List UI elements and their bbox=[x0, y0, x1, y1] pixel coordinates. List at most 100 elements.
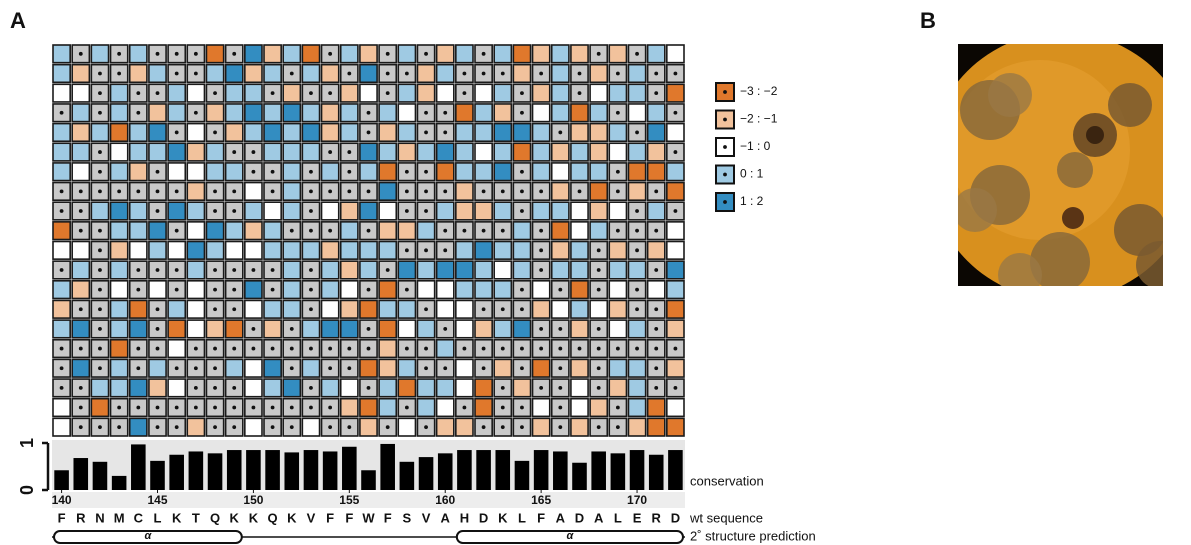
heatmap-cell bbox=[417, 379, 434, 397]
heatmap-cell bbox=[494, 281, 511, 299]
cell-dot bbox=[290, 347, 294, 351]
heatmap-cell bbox=[609, 143, 626, 161]
heatmap-cell bbox=[168, 84, 185, 102]
cell-dot bbox=[347, 72, 351, 76]
sequence-letter: M bbox=[114, 510, 125, 525]
heatmap-cell bbox=[130, 202, 147, 220]
cell-dot bbox=[654, 72, 658, 76]
heatmap-cell bbox=[322, 300, 339, 318]
heatmap-cell bbox=[437, 65, 454, 83]
heatmap-cell bbox=[379, 104, 396, 122]
cell-dot bbox=[136, 347, 140, 351]
heatmap-cell bbox=[417, 222, 434, 240]
heatmap-cell bbox=[206, 143, 223, 161]
heatmap-cell bbox=[456, 242, 473, 260]
legend-dot bbox=[723, 90, 727, 94]
heatmap-cell bbox=[609, 379, 626, 397]
heatmap-cell bbox=[552, 45, 569, 63]
heatmap-cell bbox=[417, 65, 434, 83]
cell-dot bbox=[654, 268, 658, 272]
cell-dot bbox=[309, 91, 313, 95]
cell-dot bbox=[290, 366, 294, 370]
bar bbox=[93, 462, 108, 490]
heatmap-cell bbox=[456, 163, 473, 181]
heatmap-cell bbox=[283, 183, 300, 201]
heatmap-cell bbox=[283, 379, 300, 397]
plaque-photo bbox=[928, 32, 1191, 300]
cell-dot bbox=[520, 209, 524, 213]
heatmap-cell bbox=[475, 379, 492, 397]
cell-dot bbox=[367, 111, 371, 115]
heatmap-cell bbox=[302, 320, 319, 338]
cell-dot bbox=[558, 288, 562, 292]
heatmap-cell bbox=[513, 242, 530, 260]
heatmap-cell bbox=[341, 104, 358, 122]
legend-label: −1 : 0 bbox=[740, 139, 771, 153]
heatmap-cell bbox=[264, 143, 281, 161]
heatmap-cell bbox=[341, 379, 358, 397]
heatmap-cell bbox=[91, 124, 108, 142]
cell-dot bbox=[98, 170, 102, 174]
bar bbox=[73, 458, 88, 490]
sequence-letter: Q bbox=[268, 510, 278, 525]
heatmap-cell bbox=[72, 281, 89, 299]
helix-label: α bbox=[144, 530, 152, 542]
heatmap-cell bbox=[226, 65, 243, 83]
bar bbox=[572, 463, 587, 490]
cell-dot bbox=[424, 131, 428, 135]
cell-dot bbox=[405, 288, 409, 292]
heatmap-cell bbox=[245, 222, 262, 240]
cell-dot bbox=[635, 248, 639, 252]
heatmap-cell bbox=[187, 242, 204, 260]
cell-dot bbox=[616, 189, 620, 193]
heatmap-cell bbox=[245, 242, 262, 260]
heatmap-cell bbox=[475, 399, 492, 417]
cell-dot bbox=[60, 366, 64, 370]
cell-dot bbox=[674, 111, 678, 115]
heatmap-cell bbox=[609, 300, 626, 318]
bar bbox=[438, 453, 453, 490]
cell-dot bbox=[520, 91, 524, 95]
heatmap-cell bbox=[245, 379, 262, 397]
heatmap-cell bbox=[628, 418, 645, 436]
heatmap-cell bbox=[206, 242, 223, 260]
sequence-letter: D bbox=[575, 510, 584, 525]
cell-dot bbox=[79, 52, 83, 56]
sequence-letter: L bbox=[518, 510, 526, 525]
heatmap-cell bbox=[245, 104, 262, 122]
heatmap-cell bbox=[187, 183, 204, 201]
sequence-letter: D bbox=[479, 510, 488, 525]
heatmap-cell bbox=[494, 359, 511, 377]
heatmap-cell bbox=[379, 379, 396, 397]
heatmap-cell bbox=[609, 202, 626, 220]
cell-dot bbox=[60, 111, 64, 115]
cell-dot bbox=[79, 347, 83, 351]
heatmap-cell bbox=[571, 261, 588, 279]
cell-dot bbox=[328, 406, 332, 410]
heatmap-cell bbox=[187, 261, 204, 279]
heatmap-cell bbox=[552, 300, 569, 318]
cell-dot bbox=[367, 288, 371, 292]
cell-dot bbox=[405, 347, 409, 351]
cell-dot bbox=[558, 406, 562, 410]
heatmap-cell bbox=[341, 202, 358, 220]
heatmap-cell bbox=[379, 340, 396, 358]
heatmap-cell bbox=[667, 418, 684, 436]
heatmap-cell bbox=[513, 65, 530, 83]
heatmap-cell bbox=[494, 261, 511, 279]
cell-dot bbox=[194, 111, 198, 115]
bar bbox=[112, 476, 127, 490]
heatmap-cell bbox=[417, 143, 434, 161]
bar bbox=[611, 453, 626, 490]
cell-dot bbox=[482, 307, 486, 311]
cell-dot bbox=[194, 72, 198, 76]
sequence-letter: S bbox=[403, 510, 412, 525]
heatmap-cell bbox=[552, 202, 569, 220]
cell-dot bbox=[271, 91, 275, 95]
heatmap-cell bbox=[513, 222, 530, 240]
cell-dot bbox=[616, 170, 620, 174]
heatmap-cell bbox=[437, 202, 454, 220]
legend-label: −3 : −2 bbox=[740, 84, 778, 98]
heatmap-cell bbox=[494, 242, 511, 260]
heatmap-cell bbox=[533, 418, 550, 436]
